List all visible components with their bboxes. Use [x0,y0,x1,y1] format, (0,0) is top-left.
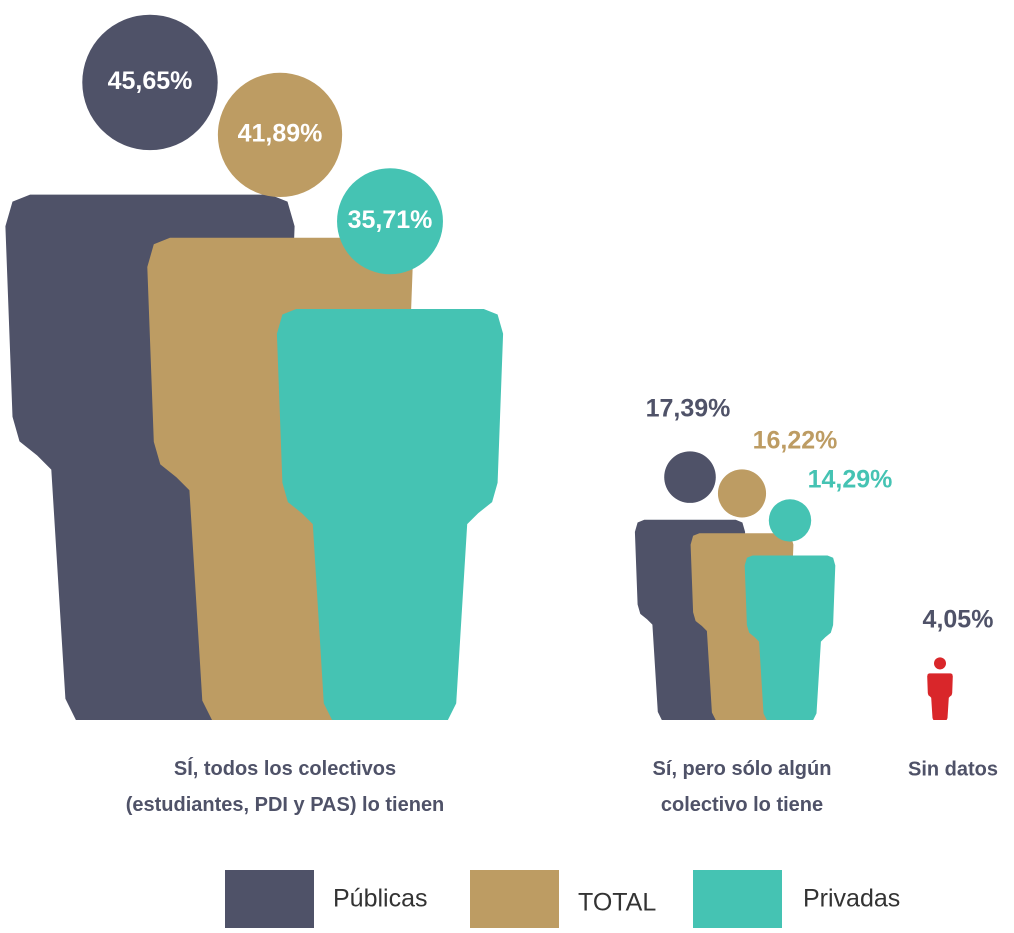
value-label: 16,22% [753,427,838,455]
legend-swatch [693,870,782,928]
person-head [337,168,443,275]
category-label: SÍ, todos los colectivos (estudiantes, PD… [126,757,445,816]
legend-label: Públicas [333,885,428,913]
person-body [276,309,504,720]
person-head [933,657,947,670]
person-figure [927,657,953,720]
value-label: 17,39% [646,395,731,423]
value-label: 45,65% [108,67,193,95]
person-body [744,555,836,720]
person-head [768,499,812,542]
value-label: 41,89% [238,120,323,148]
value-label: 14,29% [808,466,893,494]
person-head [217,72,343,198]
person-body [927,673,953,720]
person-head [717,469,767,518]
value-label: 35,71% [348,206,433,234]
person-head [664,451,716,503]
category-label: Sí, pero sólo algún colectivo lo tiene [653,758,832,816]
legend-label: Privadas [803,885,900,913]
person-figure [744,499,836,720]
person-head [82,14,218,151]
person-figure [276,168,504,720]
legend-swatch [470,870,559,928]
value-label: 4,05% [923,606,994,634]
category-label: Sin datos [908,758,998,780]
legend-label: TOTAL [578,889,656,917]
legend-swatch [225,870,314,928]
